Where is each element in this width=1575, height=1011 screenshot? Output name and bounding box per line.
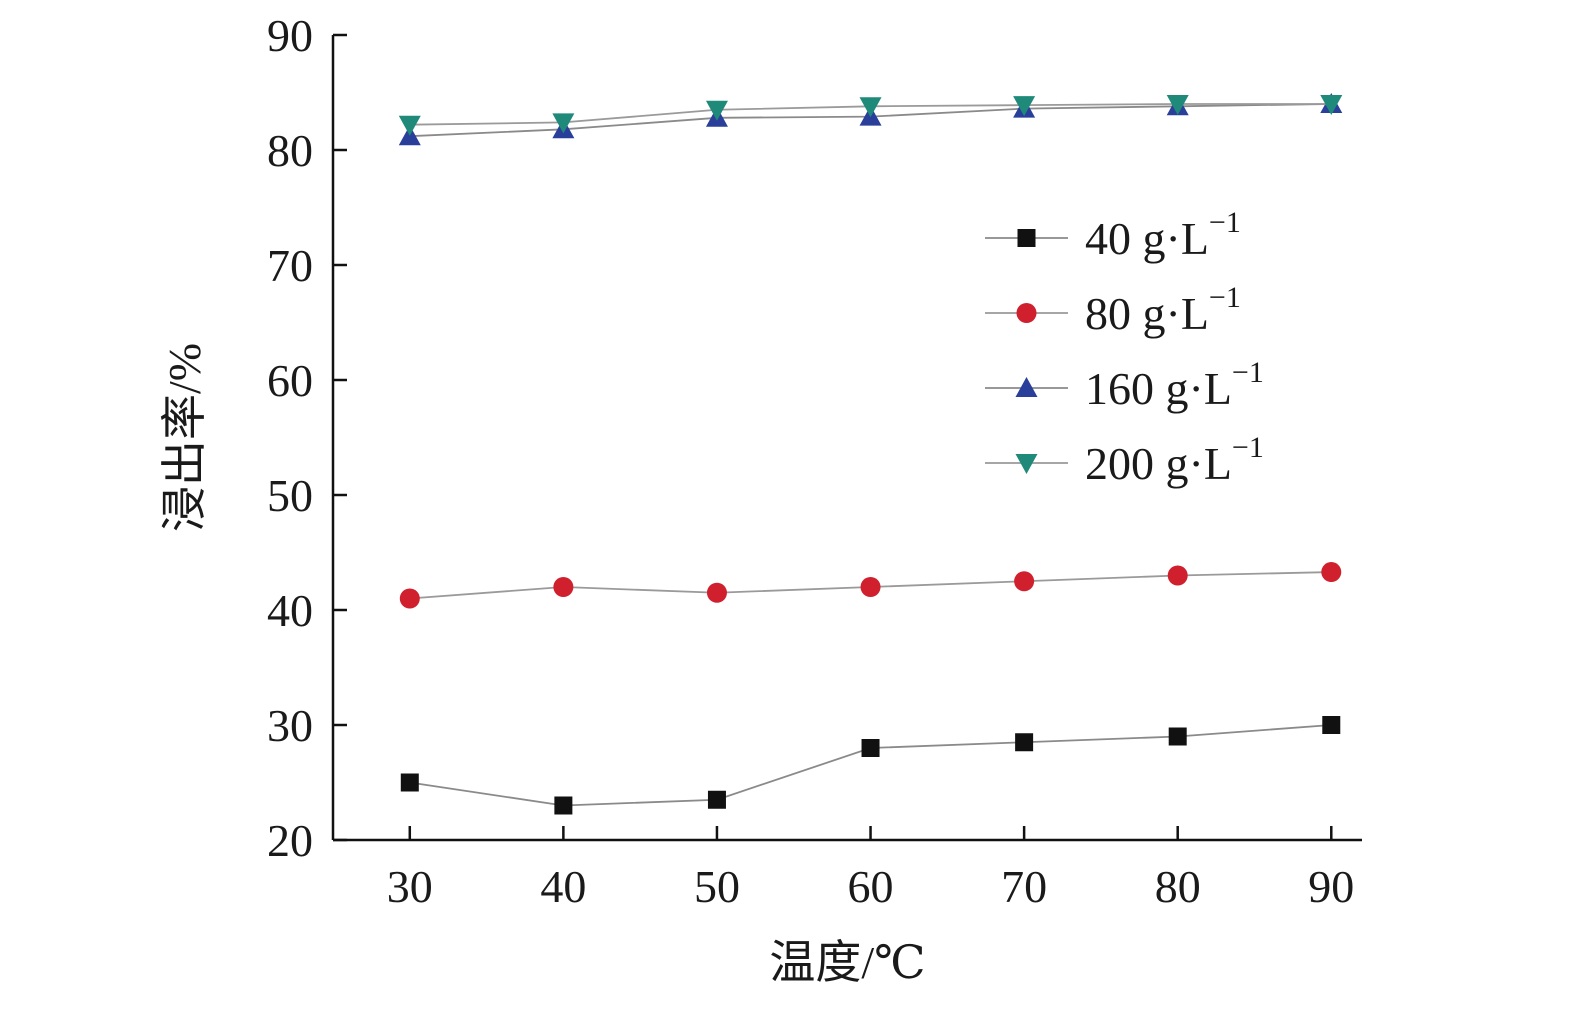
data-point xyxy=(398,115,421,136)
data-point xyxy=(400,773,419,792)
legend-label-text: 200 g·L xyxy=(1085,438,1232,489)
data-point xyxy=(860,577,881,597)
legend-marker xyxy=(1015,377,1038,397)
legend-marker xyxy=(1016,303,1037,323)
data-point xyxy=(1168,727,1187,746)
data-point xyxy=(1322,716,1341,734)
legend-item: 80 g·L−1 xyxy=(985,281,1241,339)
legend-marker xyxy=(1015,454,1038,474)
y-tick-label: 60 xyxy=(267,355,313,406)
x-tick-label: 80 xyxy=(1155,861,1201,912)
legend-label-text: 160 g·L xyxy=(1085,363,1232,414)
y-tick-label: 20 xyxy=(267,815,313,866)
series-0 xyxy=(400,716,1341,815)
x-tick-label: 40 xyxy=(540,861,586,912)
data-point xyxy=(706,582,727,603)
legend-label-text: 40 g·L xyxy=(1085,213,1209,264)
data-point xyxy=(1320,95,1343,115)
y-axis-title: 浸出率/% xyxy=(159,343,210,532)
legend-label: 160 g·L−1 xyxy=(1085,356,1264,414)
x-axis-title: 温度/℃ xyxy=(769,937,925,988)
data-point xyxy=(859,97,882,118)
data-point xyxy=(705,100,728,121)
legend-marker xyxy=(1017,229,1036,247)
series-layer xyxy=(398,93,1343,815)
y-tick-label: 80 xyxy=(267,125,313,176)
legend-label: 80 g·L−1 xyxy=(1085,281,1241,339)
y-tick-label: 40 xyxy=(267,585,313,636)
legend-item: 40 g·L−1 xyxy=(985,206,1241,264)
data-point xyxy=(1167,565,1188,586)
x-tick-label: 70 xyxy=(1001,861,1047,912)
data-point xyxy=(552,113,575,134)
legend-label: 40 g·L−1 xyxy=(1085,206,1241,264)
x-tick-label: 60 xyxy=(848,861,894,912)
x-tick-label: 90 xyxy=(1308,861,1354,912)
legend-label-text: 80 g·L xyxy=(1085,288,1209,339)
data-point xyxy=(399,588,420,609)
legend-label-superscript: −1 xyxy=(1209,206,1241,239)
legend-item: 160 g·L−1 xyxy=(985,356,1264,414)
legend-label-superscript: −1 xyxy=(1209,281,1241,314)
series-3 xyxy=(398,95,1343,136)
y-tick-label: 70 xyxy=(267,240,313,291)
data-point xyxy=(1014,571,1035,592)
legend-label: 200 g·L−1 xyxy=(1085,431,1264,489)
legend-label-superscript: −1 xyxy=(1232,356,1264,389)
data-point xyxy=(861,739,880,757)
series-1 xyxy=(399,562,1342,609)
x-tick-label: 50 xyxy=(694,861,740,912)
series-line xyxy=(409,724,1332,807)
y-tick-label: 90 xyxy=(267,10,313,61)
data-point xyxy=(1015,733,1034,752)
data-point xyxy=(553,577,574,597)
legend-item: 200 g·L−1 xyxy=(985,431,1264,489)
legend-label-superscript: −1 xyxy=(1232,431,1264,464)
x-tick-label: 30 xyxy=(387,861,433,912)
data-point xyxy=(1013,96,1036,117)
y-tick-label: 30 xyxy=(267,700,313,751)
data-point xyxy=(1166,95,1189,115)
data-point xyxy=(707,790,726,809)
data-point xyxy=(554,796,573,815)
axes: 20 30 40 50 60 70 80 90 30 40 50 60 70 80 90 xyxy=(267,10,1362,912)
data-point xyxy=(1321,562,1342,583)
y-tick-label: 50 xyxy=(267,470,313,521)
